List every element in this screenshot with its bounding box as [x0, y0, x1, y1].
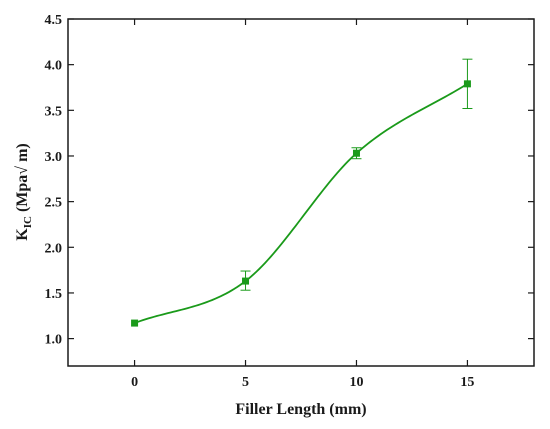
y-axis-title-rest: (Mpa√ m) — [14, 143, 31, 216]
y-tick-label: 4.0 — [45, 59, 63, 74]
plot-frame — [67, 18, 535, 367]
y-tick-label: 1.5 — [45, 287, 63, 302]
data-markers — [131, 80, 471, 327]
data-point-marker — [463, 80, 471, 88]
y-axis-title: KIC (Mpa√ m) — [14, 143, 34, 240]
series-curve — [134, 83, 468, 324]
data-point-marker — [352, 149, 360, 157]
x-tick-label: 0 — [131, 375, 138, 390]
y-tick-label: 4.5 — [45, 13, 63, 28]
y-tick-label: 2.5 — [45, 196, 63, 211]
y-tick-label: 3.5 — [45, 104, 63, 119]
y-axis-title-sub: IC — [22, 216, 34, 228]
error-bars — [240, 58, 473, 291]
x-tick-label: 10 — [349, 375, 363, 390]
x-tick-label: 5 — [242, 375, 249, 390]
tick-labels: 0 5 10 15 1.0 1.5 2.0 2.5 3.0 3.5 4.0 4.5 — [45, 13, 475, 390]
y-axis-title-main: K — [14, 228, 31, 241]
axis-ticks — [68, 18, 534, 366]
data-point-marker — [242, 277, 250, 285]
x-axis-title: Filler Length (mm) — [235, 401, 366, 418]
data-point-marker — [131, 319, 139, 327]
y-tick-label: 2.0 — [45, 241, 63, 256]
x-tick-label: 15 — [460, 375, 474, 390]
y-tick-label: 1.0 — [45, 333, 63, 348]
y-tick-label: 3.0 — [45, 150, 63, 165]
